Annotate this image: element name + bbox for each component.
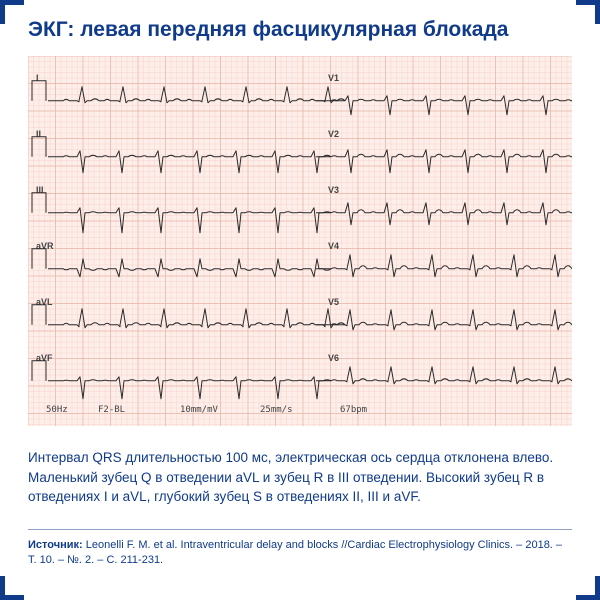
svg-text:I: I [36, 73, 39, 83]
svg-text:67bpm: 67bpm [340, 405, 367, 415]
ecg-svg: I V1 II V2 III V3 aVR V4 aVL V5 aVF V6 50Hz F2-BL 10mm… [28, 56, 572, 426]
svg-text:aVR: aVR [36, 241, 54, 251]
svg-text:aVF: aVF [36, 353, 53, 363]
svg-text:aVL: aVL [36, 297, 53, 307]
corner-bracket-tl [0, 0, 24, 24]
svg-text:50Hz: 50Hz [46, 405, 68, 415]
svg-text:V1: V1 [328, 73, 339, 83]
svg-text:V3: V3 [328, 185, 339, 195]
svg-text:25mm/s: 25mm/s [260, 405, 293, 415]
source-text: Leonelli F. M. et al. Intraventricular d… [28, 539, 562, 566]
description-text: Интервал QRS длительностью 100 мс, элект… [28, 448, 572, 507]
svg-text:II: II [36, 129, 41, 139]
ecg-chart: I V1 II V2 III V3 aVR V4 aVL V5 aVF V6 50Hz F2-BL 10mm… [28, 56, 572, 426]
svg-text:V5: V5 [328, 297, 339, 307]
page-title: ЭКГ: левая передняя фасцикулярная блокад… [28, 18, 572, 42]
corner-bracket-bl [0, 576, 24, 600]
svg-text:III: III [36, 185, 44, 195]
corner-bracket-br [576, 576, 600, 600]
svg-text:V6: V6 [328, 353, 339, 363]
content-area: ЭКГ: левая передняя фасцикулярная блокад… [0, 0, 600, 582]
svg-text:10mm/mV: 10mm/mV [180, 405, 219, 415]
svg-text:F2-BL: F2-BL [98, 405, 125, 415]
source-section: Источник: Leonelli F. M. et al. Intraven… [28, 529, 572, 569]
svg-text:V2: V2 [328, 129, 339, 139]
source-citation: Источник: Leonelli F. M. et al. Intraven… [28, 538, 572, 569]
source-label: Источник: [28, 539, 83, 551]
corner-bracket-tr [576, 0, 600, 24]
svg-text:V4: V4 [328, 241, 339, 251]
